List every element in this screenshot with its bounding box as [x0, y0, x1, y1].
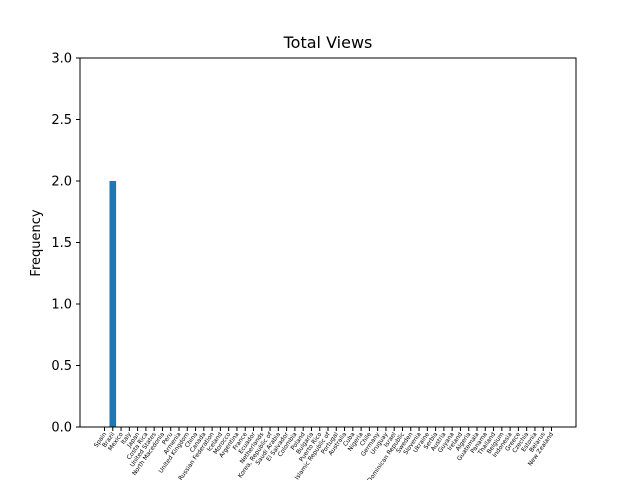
y-tick-label: 1.5: [51, 236, 72, 251]
y-tick-label: 0.5: [51, 359, 72, 374]
bar: [109, 181, 117, 427]
y-axis-label: Frequency: [29, 209, 44, 276]
y-tick-label: 2.5: [51, 113, 72, 128]
y-tick-label: 1.0: [51, 298, 72, 313]
bars-group: [109, 181, 117, 427]
y-tick-label: 0.0: [51, 421, 72, 436]
chart-title: Total Views: [283, 33, 373, 52]
plot-area-frame: [79, 57, 577, 428]
y-axis-ticks: 0.0 0.5 1.0 1.5 2.0 2.5 3.0: [51, 52, 80, 436]
y-tick-label: 3.0: [51, 52, 72, 67]
y-tick-label: 2.0: [51, 175, 72, 190]
